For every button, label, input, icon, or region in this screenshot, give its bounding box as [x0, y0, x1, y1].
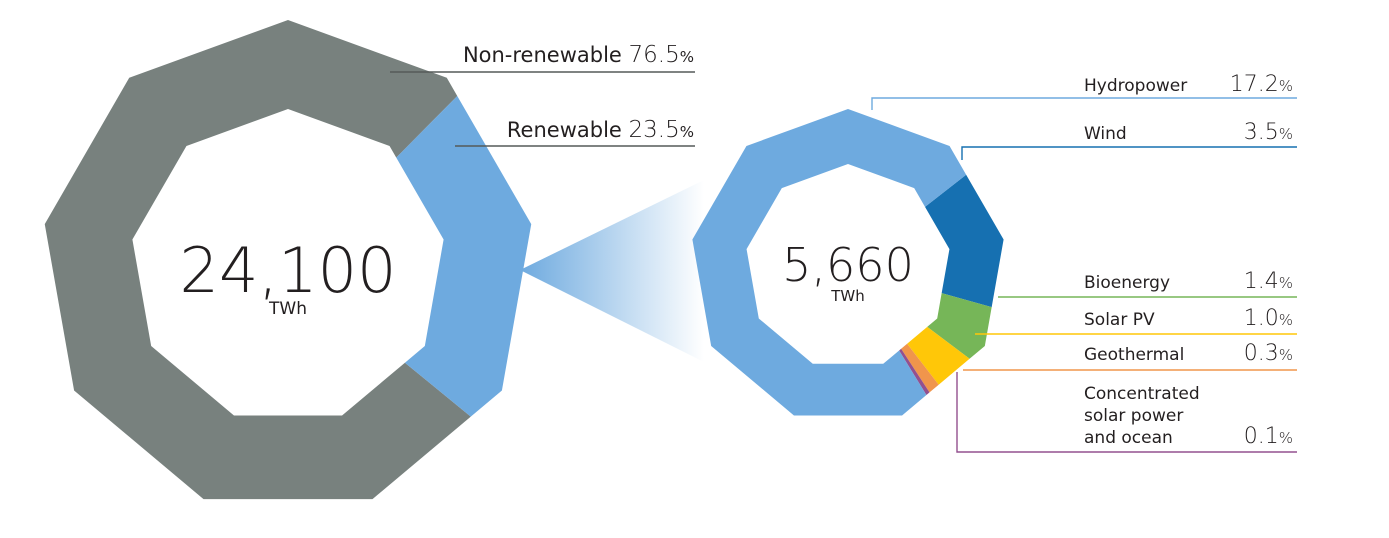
label-name-renewable: Renewable: [507, 118, 629, 142]
label-bioenergy: Bioenergy: [1084, 273, 1170, 293]
unit-bioenergy: %: [1279, 274, 1293, 292]
leader-hydropower: [871, 97, 1297, 110]
value-wind: 3.5%: [1244, 120, 1293, 145]
value-concentrated-solar-power-and-ocean: 0.1%: [1244, 424, 1293, 449]
slice-solar-pv: [907, 326, 970, 385]
renewable-chart-center-unit: TWh: [830, 287, 865, 305]
unit-non-renewable: %: [680, 48, 694, 66]
leader-concentrated-solar-power-and-ocean: [956, 372, 1297, 453]
renewable-chart-center-value: 5,660: [782, 238, 914, 292]
slice-renewable: [396, 95, 532, 417]
value-hydropower: 17.2%: [1230, 72, 1293, 97]
unit-concentrated-solar-power-and-ocean: %: [1279, 429, 1293, 447]
unit-wind: %: [1279, 125, 1293, 143]
total-chart-center-value: 24,100: [180, 234, 397, 307]
label-renewable: Renewable 23.5%: [507, 117, 694, 143]
unit-solar-pv: %: [1279, 311, 1293, 329]
value-geothermal: 0.3%: [1244, 341, 1293, 366]
value-solar-pv: 1.0%: [1244, 306, 1293, 331]
zoom-connector: [520, 180, 704, 362]
slice-non-renewable: [44, 20, 471, 500]
leader-wind: [961, 146, 1297, 160]
label-geothermal: Geothermal: [1084, 345, 1184, 365]
slice-bioenergy: [927, 293, 992, 359]
slice-wind: [925, 174, 1004, 308]
label-concentrated-solar-power-and-ocean-line-3: and ocean: [1084, 428, 1173, 448]
label-hydropower: Hydropower: [1084, 76, 1187, 96]
value-bioenergy: 1.4%: [1244, 269, 1293, 294]
slice-geothermal: [901, 343, 939, 393]
unit-hydropower: %: [1279, 77, 1293, 95]
total-chart-center-unit: TWh: [268, 299, 307, 319]
slice-concentrated-solar-power-and-ocean: [899, 348, 930, 396]
slice-hydropower: [692, 109, 967, 416]
unit-renewable: %: [680, 123, 694, 141]
value-non-renewable: 76.5: [629, 42, 680, 68]
label-non-renewable: Non-renewable 76.5%: [463, 42, 694, 68]
value-renewable: 23.5: [629, 117, 680, 143]
label-wind: Wind: [1084, 124, 1127, 144]
label-concentrated-solar-power-and-ocean-line-1: Concentrated: [1084, 384, 1200, 404]
label-name-non-renewable: Non-renewable: [463, 43, 629, 67]
label-concentrated-solar-power-and-ocean-line-2: solar power: [1084, 406, 1183, 426]
label-solar-pv: Solar PV: [1084, 310, 1155, 330]
unit-geothermal: %: [1279, 346, 1293, 364]
